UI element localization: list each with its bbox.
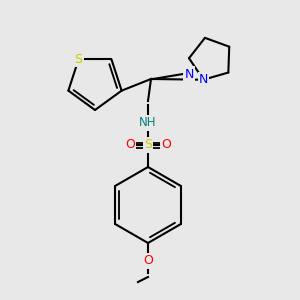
Text: O: O	[143, 254, 153, 268]
Text: S: S	[144, 139, 152, 152]
Text: N: N	[199, 73, 208, 86]
Text: O: O	[161, 139, 171, 152]
Text: S: S	[74, 53, 83, 66]
Text: N: N	[184, 68, 194, 80]
Text: O: O	[125, 139, 135, 152]
Text: NH: NH	[139, 116, 157, 130]
